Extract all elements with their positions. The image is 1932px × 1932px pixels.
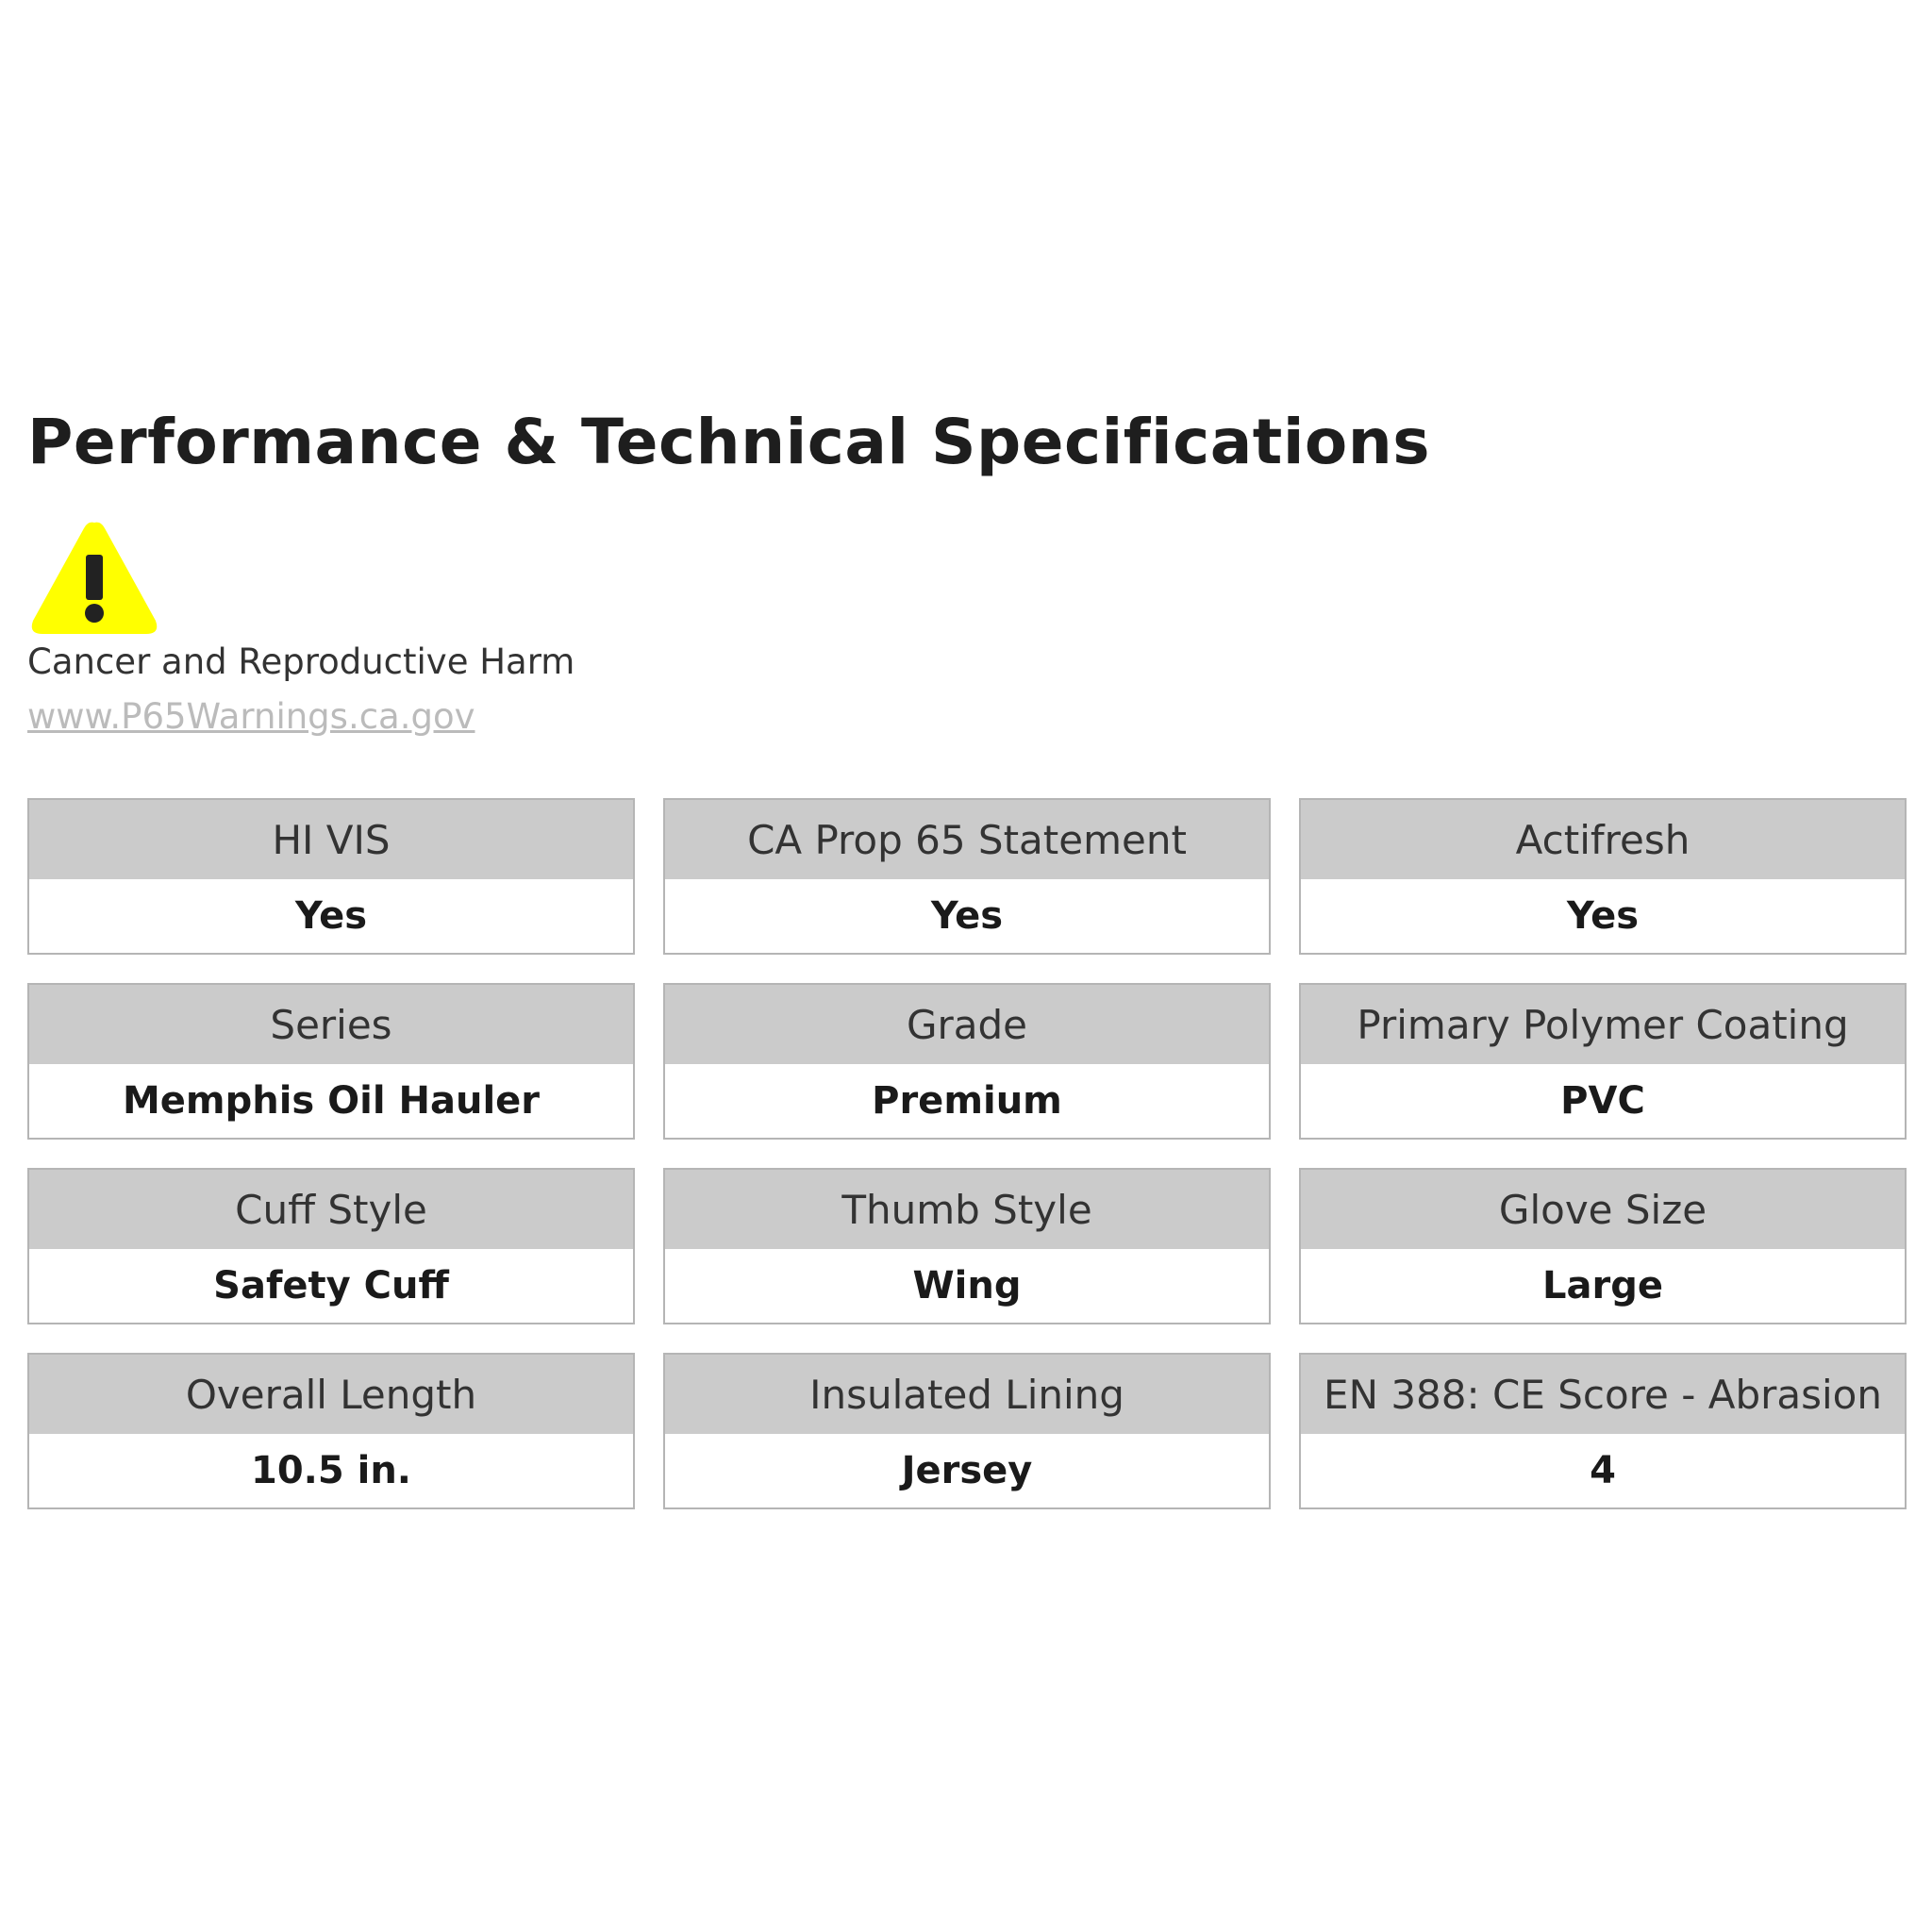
spec-label: Primary Polymer Coating (1301, 985, 1905, 1064)
spec-cell: EN 388: CE Score - Abrasion 4 (1299, 1353, 1907, 1509)
warning-triangle-icon (31, 522, 158, 634)
spec-value: Wing (912, 1264, 1022, 1307)
spec-label: Overall Length (29, 1355, 633, 1434)
spec-cell: Series Memphis Oil Hauler (27, 983, 635, 1140)
spec-value: Yes (1566, 894, 1640, 938)
spec-cell: Primary Polymer Coating PVC (1299, 983, 1907, 1140)
spec-label: HI VIS (29, 800, 633, 879)
spec-label: EN 388: CE Score - Abrasion (1301, 1355, 1905, 1434)
warning-text: Cancer and Reproductive Harm (27, 641, 575, 682)
spec-cell: Overall Length 10.5 in. (27, 1353, 635, 1509)
spec-label: Insulated Lining (665, 1355, 1269, 1434)
spec-value: Memphis Oil Hauler (122, 1079, 541, 1123)
spec-value: 4 (1590, 1449, 1616, 1492)
spec-label: Series (29, 985, 633, 1064)
spec-cell: Cuff Style Safety Cuff (27, 1168, 635, 1324)
spec-value: Premium (872, 1079, 1062, 1123)
spec-cell: Thumb Style Wing (663, 1168, 1271, 1324)
spec-value: 10.5 in. (251, 1449, 411, 1492)
spec-label: Cuff Style (29, 1170, 633, 1249)
spec-value: Safety Cuff (213, 1264, 449, 1307)
spec-label: Glove Size (1301, 1170, 1905, 1249)
spec-label: Grade (665, 985, 1269, 1064)
spec-value: Large (1542, 1264, 1663, 1307)
spec-cell: HI VIS Yes (27, 798, 635, 955)
spec-cell: Insulated Lining Jersey (663, 1353, 1271, 1509)
spec-cell: Glove Size Large (1299, 1168, 1907, 1324)
spec-label: Thumb Style (665, 1170, 1269, 1249)
spec-value: PVC (1560, 1079, 1645, 1123)
page-title: Performance & Technical Specifications (27, 406, 1431, 478)
p65-warnings-link[interactable]: www.P65Warnings.ca.gov (27, 696, 475, 737)
spec-cell: Grade Premium (663, 983, 1271, 1140)
spec-cell: Actifresh Yes (1299, 798, 1907, 955)
spec-value: Yes (294, 894, 368, 938)
spec-label: Actifresh (1301, 800, 1905, 879)
spec-grid: HI VIS Yes CA Prop 65 Statement Yes Actifres… (27, 798, 1907, 1509)
spec-value: Jersey (901, 1449, 1033, 1492)
spec-label: CA Prop 65 Statement (665, 800, 1269, 879)
spec-value: Yes (930, 894, 1004, 938)
spec-cell: CA Prop 65 Statement Yes (663, 798, 1271, 955)
